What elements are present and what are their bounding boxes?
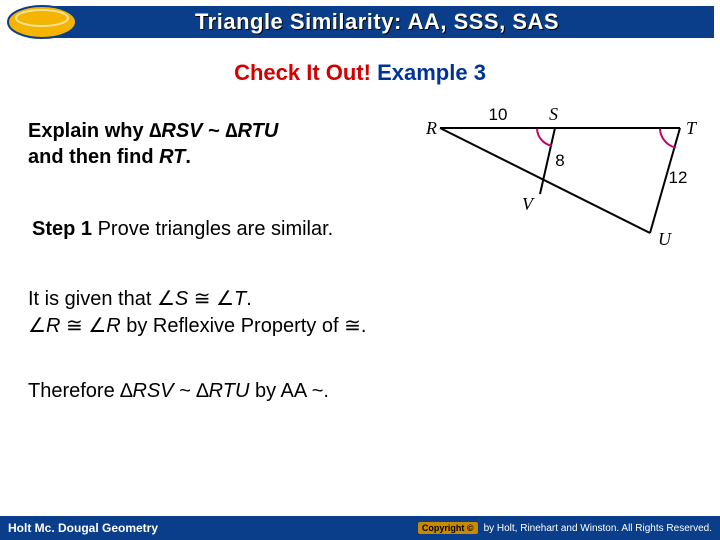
header-title: Triangle Similarity: AA, SSS, SAS Triang…: [195, 9, 559, 35]
g2d: R: [106, 315, 120, 337]
header-bar: Triangle Similarity: AA, SSS, SAS Triang…: [0, 0, 720, 44]
prompt-1a: Explain why ∆: [28, 120, 161, 142]
g2c: ≅ ∠: [60, 315, 106, 337]
subheader-blue-text: Example 3: [377, 60, 486, 85]
g1d: T: [234, 288, 246, 310]
svg-text:U: U: [658, 229, 672, 248]
g1a: It is given that ∠: [28, 288, 175, 310]
prompt-1c: ~ ∆: [203, 120, 238, 142]
subheader-blue: Example 3: [377, 60, 486, 85]
svg-text:T: T: [686, 118, 698, 138]
footer-right: Copyright © by Holt, Rinehart and Winsto…: [418, 522, 712, 534]
prompt-1d: RTU: [238, 120, 279, 142]
step1: Step 1 Prove triangles are similar.: [32, 218, 333, 241]
footer-right-text: by Holt, Rinehart and Winston. All Right…: [484, 523, 712, 534]
footer-left: Holt Mc. Dougal Geometry: [8, 521, 158, 535]
header-title-wrap: Triangle Similarity: AA, SSS, SAS Triang…: [40, 6, 714, 38]
header-oval-icon: [6, 4, 78, 40]
svg-text:12: 12: [669, 168, 688, 187]
g2b: R: [46, 315, 60, 337]
c-a: Therefore ∆: [28, 380, 133, 402]
prompt-2a: and then find: [28, 146, 159, 168]
svg-text:10: 10: [489, 105, 508, 124]
copyright-badge: Copyright ©: [418, 522, 478, 534]
g2a: ∠: [28, 315, 46, 337]
prompt-2b: RT: [159, 146, 185, 168]
c-b: RSV: [133, 380, 174, 402]
svg-text:8: 8: [555, 151, 564, 170]
g2e: by Reflexive Property of ≅.: [121, 315, 367, 337]
prompt-2c: .: [185, 146, 191, 168]
prompt-1b: RSV: [161, 120, 202, 142]
svg-text:S: S: [549, 104, 558, 124]
step1-rest: Prove triangles are similar.: [92, 218, 333, 240]
g1b: S: [175, 288, 188, 310]
triangle-diagram: R S T V U 10 8 12: [420, 98, 700, 248]
svg-text:R: R: [425, 118, 437, 138]
step1-bold: Step 1: [32, 218, 92, 240]
subheader-red: Check It Out!: [234, 60, 371, 85]
g1c: ≅ ∠: [188, 288, 234, 310]
c-c: ~ ∆: [174, 380, 209, 402]
c-d: RTU: [209, 380, 250, 402]
g1e: .: [246, 288, 252, 310]
header-title-text: Triangle Similarity: AA, SSS, SAS: [195, 9, 559, 34]
svg-text:V: V: [522, 194, 535, 214]
given-block: It is given that ∠S ≅ ∠T. ∠R ≅ ∠R by Ref…: [28, 286, 366, 340]
subheader: Check It Out! Example 3: [0, 60, 720, 86]
problem-prompt: Explain why ∆RSV ~ ∆RTU and then find RT…: [28, 118, 398, 170]
conclusion: Therefore ∆RSV ~ ∆RTU by AA ~.: [28, 380, 329, 403]
c-e: by AA ~.: [249, 380, 329, 402]
footer-bar: Holt Mc. Dougal Geometry Copyright © by …: [0, 516, 720, 540]
